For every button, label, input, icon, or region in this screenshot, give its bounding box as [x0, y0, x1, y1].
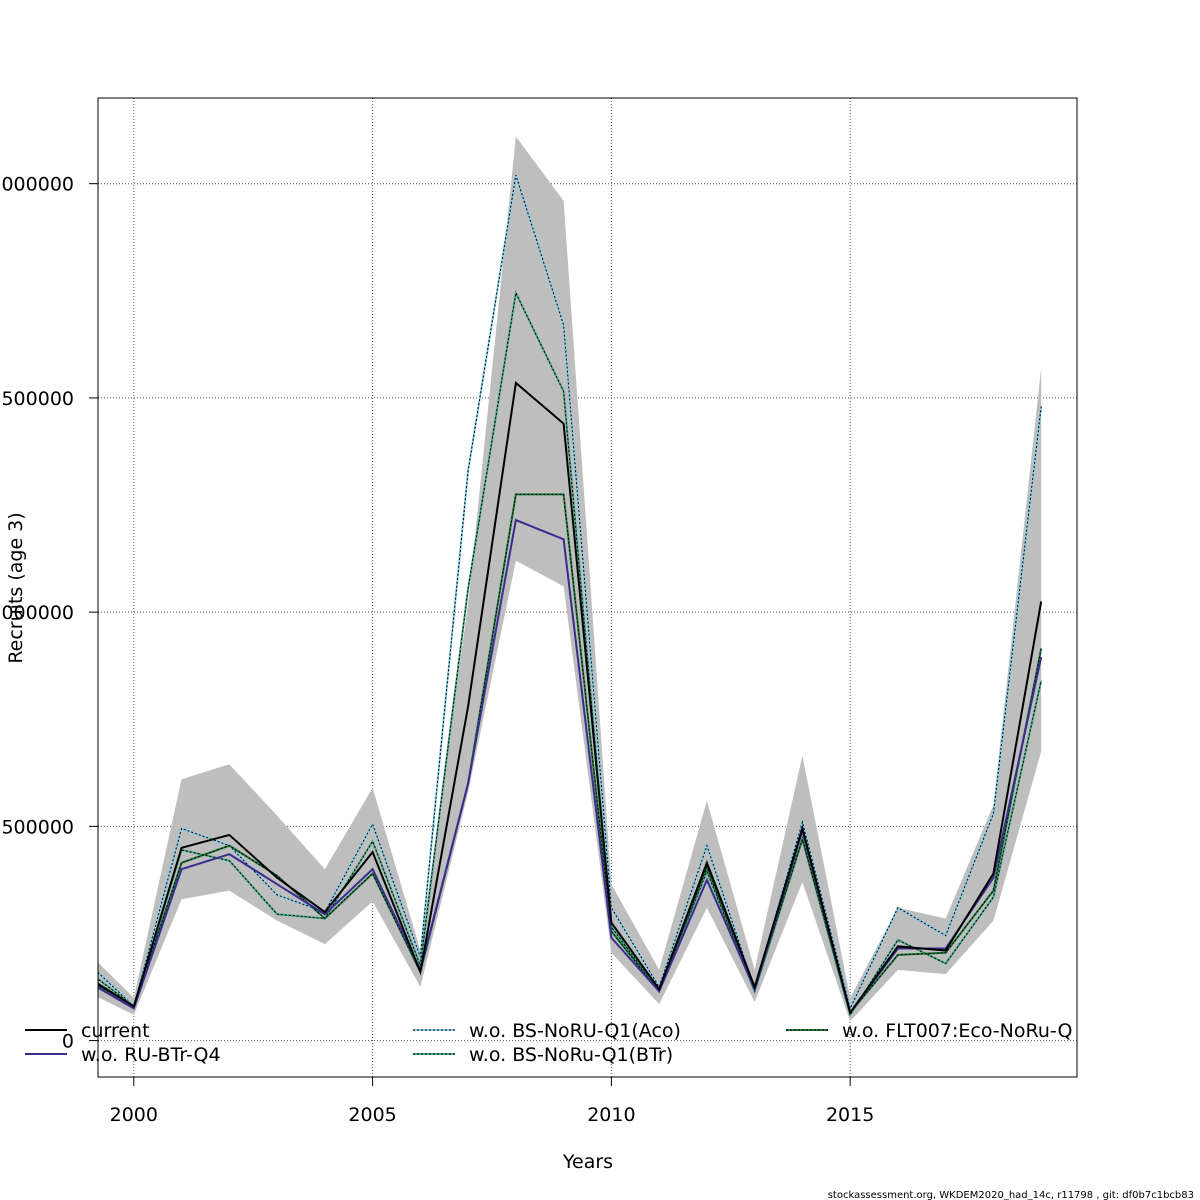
legend-label: w.o. BS-NoRU-Q1(Aco) — [469, 1020, 681, 1042]
series-line-1-dots — [98, 174, 1042, 1010]
x-tick-label: 2005 — [348, 1104, 396, 1126]
y-axis: 0 500000 1000000 1500000 2000000 — [0, 174, 98, 1053]
plot-frame — [97, 97, 1078, 1078]
x-axis: 2000 2005 2010 2015 — [110, 1077, 874, 1126]
y-axis-title: Recruits (age 3) — [5, 512, 27, 663]
footer-note: stockassessment.org, WKDEM2020_had_14c, … — [828, 1190, 1194, 1200]
y-tick-label: 1000000 — [0, 602, 74, 624]
series-line-4-dots — [98, 291, 1042, 1017]
y-tick-label: 2000000 — [0, 174, 74, 196]
plot-area — [98, 136, 1043, 1022]
y-tick-label: 1500000 — [0, 388, 74, 410]
y-tick-label: 0 — [62, 1031, 74, 1053]
series-line-4 — [98, 289, 1043, 1018]
x-tick-label: 2015 — [826, 1104, 874, 1126]
x-tick-label: 2000 — [110, 1104, 158, 1126]
series-line-2-dots — [98, 493, 1042, 1014]
series-lines — [98, 174, 1043, 1018]
legend-label: w.o. BS-NoRu-Q1(BTr) — [469, 1044, 673, 1066]
legend-label: w.o. RU-BTr-Q4 — [81, 1044, 221, 1066]
legend-label: w.o. FLT007:Eco-NoRu-Q — [842, 1020, 1072, 1042]
confidence-band — [98, 136, 1042, 1022]
legend-label: current — [81, 1020, 150, 1042]
series-line-0 — [98, 380, 1043, 1016]
x-axis-title: Years — [562, 1151, 613, 1173]
y-tick-label: 500000 — [1, 816, 74, 838]
x-tick-label: 2010 — [587, 1104, 635, 1126]
